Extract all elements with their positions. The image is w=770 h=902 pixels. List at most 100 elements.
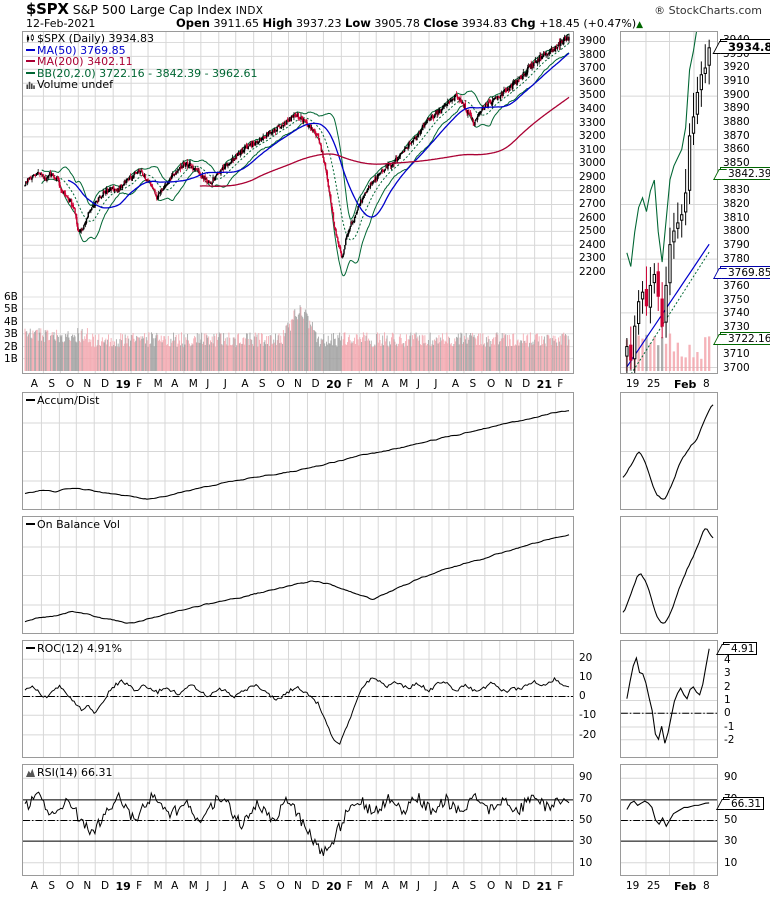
roc-tick-label: -10	[579, 709, 597, 722]
accum-dist-panel[interactable]	[22, 392, 574, 510]
rsi-tick-label: 50	[579, 814, 593, 826]
xaxis-tick-label: A	[241, 378, 249, 390]
xaxis-tick-label: N	[504, 378, 513, 390]
xaxis-tick-label: J	[206, 378, 210, 390]
price-tick-label: 3200	[579, 130, 606, 143]
mini-price-plot	[621, 32, 717, 373]
xaxis-tick-label: M	[364, 880, 374, 892]
xaxis-tick-label: 21	[536, 378, 552, 391]
close-value: 3934.83	[461, 17, 508, 30]
xaxis-tick-label: A	[30, 378, 38, 390]
mini-roc-tick-label: 0	[724, 707, 731, 720]
xaxis-tick-label: S	[258, 880, 266, 892]
xaxis-tick-label: S	[48, 378, 55, 390]
price-chart-panel[interactable]	[22, 31, 574, 374]
mini-obv-panel[interactable]	[620, 516, 718, 634]
mini-rsi-panel[interactable]	[620, 764, 718, 876]
mini-price-tick-label: 3870	[723, 129, 750, 142]
xaxis-tick-label: J	[434, 378, 438, 390]
chart-header: $SPX S&P 500 Large Cap Index INDX	[26, 2, 626, 30]
mini-rsi-tick-label: 10	[724, 856, 738, 869]
xaxis-tick-label: N	[294, 880, 302, 892]
xaxis-tick-label: M	[153, 378, 163, 390]
mini-price-callout: 3722.16	[720, 331, 770, 345]
volume-bars-icon	[26, 81, 35, 89]
price-tick-label: 3300	[579, 116, 606, 129]
rsi-legend: RSI(14) 66.31	[26, 767, 112, 779]
price-legend-label: Volume undef	[37, 78, 113, 91]
xaxis-tick-label: 19	[115, 378, 131, 391]
xaxis-tick-label: 19	[115, 880, 131, 893]
price-tick-label: 3000	[579, 157, 606, 170]
mini-rsi-tick-label: 50	[724, 814, 738, 826]
mini-price-tick-label: 3880	[723, 115, 750, 128]
mini-rsi-plot	[621, 765, 717, 875]
mini-price-tick-label: 3790	[723, 238, 750, 251]
price-tick-label: 3500	[579, 89, 606, 102]
roc-panel[interactable]	[22, 640, 574, 758]
volume-tick-label: 4B	[4, 315, 18, 328]
ticker-symbol[interactable]: $SPX	[26, 0, 69, 18]
price-legend-row: MA(200) 3402.11	[26, 56, 258, 68]
obv-legend-label: On Balance Vol	[37, 518, 120, 531]
mini-price-tick-label: 3850	[723, 156, 750, 169]
mini-price-tick-label: 3800	[723, 225, 750, 238]
change-up-arrow: ▲	[636, 20, 644, 30]
line-swatch-icon	[26, 647, 35, 649]
xaxis-tick-label: J	[223, 378, 227, 390]
xaxis-tick-label: F	[557, 880, 564, 892]
high-value: 3937.23	[296, 17, 342, 30]
mini-roc-plot	[621, 641, 717, 757]
roc-value-callout: 4.91	[723, 641, 758, 655]
rsi-panel[interactable]	[22, 764, 574, 876]
xaxis-tick-label: S	[258, 378, 266, 390]
mini-price-tick-label: 3830	[723, 184, 750, 197]
mini-accum-dist-panel[interactable]	[620, 392, 718, 510]
mini-price-panel[interactable]	[620, 31, 718, 374]
price-tick-label: 3800	[579, 48, 606, 61]
accum-dist-plot	[23, 393, 573, 509]
xaxis-tick-label: A	[171, 378, 179, 390]
xaxis-tick-label: N	[294, 378, 302, 390]
rsi-plot	[23, 765, 573, 875]
obv-plot	[23, 517, 573, 633]
accum-dist-legend: Accum/Dist	[26, 395, 99, 407]
symbol-line: $SPX S&P 500 Large Cap Index INDX	[26, 2, 626, 19]
obv-panel[interactable]	[22, 516, 574, 634]
xaxis-tick-label: S	[469, 378, 477, 390]
roc-tick-label: 20	[579, 651, 593, 664]
price-legend: $SPX (Daily) 3934.83 MA(50) 3769.85 MA(200…	[26, 33, 258, 91]
mini-price-tick-label: 3910	[723, 74, 750, 87]
price-tick-label: 2500	[579, 225, 606, 238]
xaxis-tick-label: O	[65, 880, 75, 892]
low-label: Low	[345, 16, 371, 30]
roc-legend: ROC(12) 4.91%	[26, 643, 122, 655]
exchange-label: INDX	[235, 5, 264, 17]
price-tick-label: 2700	[579, 198, 606, 211]
low-value: 3905.78	[374, 17, 420, 30]
mini-xaxis-tick-label: 8	[703, 378, 710, 390]
xaxis-tick-label: A	[451, 880, 460, 892]
rsi-tick-label: 10	[579, 856, 593, 869]
xaxis-tick-label: A	[30, 880, 38, 892]
price-legend-label: MA(200) 3402.11	[37, 55, 133, 68]
mini-xaxis-tick-label: 25	[647, 378, 661, 390]
mini-price-tick-label: 3780	[723, 252, 750, 265]
xaxis-tick-label: J	[434, 880, 438, 892]
rsi-tick-label: 30	[579, 835, 593, 848]
mini-roc-panel[interactable]	[620, 640, 718, 758]
xaxis-tick-label: D	[100, 378, 110, 390]
mini-price-tick-label: 3710	[723, 348, 750, 361]
mini-xaxis-tick-label: 19	[626, 378, 640, 390]
rsi-tick-label: 90	[579, 771, 593, 784]
rsi-value-callout: 66.31	[723, 796, 765, 810]
mini-price-tick-label: 3740	[723, 307, 750, 320]
volume-tick-label: 6B	[4, 290, 18, 303]
mini-price-callout: 3769.85	[720, 266, 770, 280]
quote-date: 12-Feb-2021	[26, 17, 96, 30]
xaxis-tick-label: M	[188, 880, 198, 892]
line-swatch-icon	[26, 48, 35, 51]
roc-plot	[23, 641, 573, 757]
mini-price-callout: 3842.39	[720, 167, 770, 181]
